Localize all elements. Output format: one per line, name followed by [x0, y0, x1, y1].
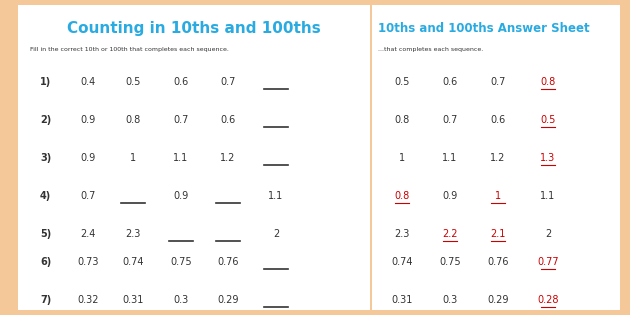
Text: 0.8: 0.8 — [541, 77, 556, 87]
Text: 0.9: 0.9 — [442, 191, 457, 201]
Text: 1.3: 1.3 — [541, 153, 556, 163]
Text: 0.7: 0.7 — [490, 77, 506, 87]
Text: 3): 3) — [40, 153, 51, 163]
Text: 0.6: 0.6 — [173, 77, 188, 87]
Text: 0.5: 0.5 — [394, 77, 410, 87]
Text: ...that completes each sequence.: ...that completes each sequence. — [378, 48, 483, 53]
Text: 0.29: 0.29 — [217, 295, 239, 305]
Text: Counting in 10ths and 100ths: Counting in 10ths and 100ths — [67, 20, 321, 36]
Text: 2.3: 2.3 — [125, 229, 140, 239]
Text: 0.8: 0.8 — [394, 191, 410, 201]
Text: 2: 2 — [545, 229, 551, 239]
Text: 2: 2 — [273, 229, 279, 239]
Text: 1.1: 1.1 — [541, 191, 556, 201]
Text: 0.9: 0.9 — [81, 115, 96, 125]
Text: 2.2: 2.2 — [442, 229, 458, 239]
Text: 0.74: 0.74 — [391, 257, 413, 267]
Text: 0.28: 0.28 — [537, 295, 559, 305]
Text: 0.7: 0.7 — [220, 77, 236, 87]
Text: 2.3: 2.3 — [394, 229, 410, 239]
Text: 0.5: 0.5 — [125, 77, 140, 87]
Text: 0.75: 0.75 — [439, 257, 461, 267]
Text: 0.76: 0.76 — [487, 257, 509, 267]
Text: Fill in the correct 10th or 100th that completes each sequence.: Fill in the correct 10th or 100th that c… — [30, 48, 229, 53]
Text: 0.73: 0.73 — [77, 257, 99, 267]
Text: 1: 1 — [130, 153, 136, 163]
Text: 1.2: 1.2 — [490, 153, 506, 163]
Text: 0.7: 0.7 — [173, 115, 189, 125]
Text: 0.75: 0.75 — [170, 257, 192, 267]
Text: 0.4: 0.4 — [81, 77, 96, 87]
Text: 0.6: 0.6 — [442, 77, 457, 87]
Text: 5): 5) — [40, 229, 51, 239]
Bar — [18, 5, 370, 310]
Text: 0.74: 0.74 — [122, 257, 144, 267]
Text: 0.3: 0.3 — [442, 295, 457, 305]
Text: 0.9: 0.9 — [81, 153, 96, 163]
Text: 0.31: 0.31 — [122, 295, 144, 305]
Text: 6): 6) — [40, 257, 51, 267]
Text: 0.6: 0.6 — [220, 115, 236, 125]
Text: 1.1: 1.1 — [442, 153, 457, 163]
Text: 2.1: 2.1 — [490, 229, 506, 239]
Text: 0.29: 0.29 — [487, 295, 509, 305]
Text: 1.1: 1.1 — [173, 153, 188, 163]
Text: 0.76: 0.76 — [217, 257, 239, 267]
Text: 0.6: 0.6 — [490, 115, 506, 125]
Text: 1): 1) — [40, 77, 51, 87]
Text: 0.32: 0.32 — [77, 295, 99, 305]
Text: 1: 1 — [495, 191, 501, 201]
Text: 2): 2) — [40, 115, 51, 125]
Text: 2.4: 2.4 — [80, 229, 96, 239]
Text: 1: 1 — [399, 153, 405, 163]
Text: 0.8: 0.8 — [125, 115, 140, 125]
Text: 0.31: 0.31 — [391, 295, 413, 305]
Bar — [372, 5, 620, 310]
Text: 0.9: 0.9 — [173, 191, 188, 201]
Text: 10ths and 100ths Answer Sheet: 10ths and 100ths Answer Sheet — [378, 21, 590, 35]
Text: 4): 4) — [40, 191, 51, 201]
Text: 0.77: 0.77 — [537, 257, 559, 267]
Text: 1.2: 1.2 — [220, 153, 236, 163]
Text: 1.1: 1.1 — [268, 191, 284, 201]
Text: 7): 7) — [40, 295, 51, 305]
Text: 0.5: 0.5 — [541, 115, 556, 125]
Text: 0.7: 0.7 — [442, 115, 457, 125]
Text: 0.3: 0.3 — [173, 295, 188, 305]
Text: 0.8: 0.8 — [394, 115, 410, 125]
Text: 0.7: 0.7 — [80, 191, 96, 201]
